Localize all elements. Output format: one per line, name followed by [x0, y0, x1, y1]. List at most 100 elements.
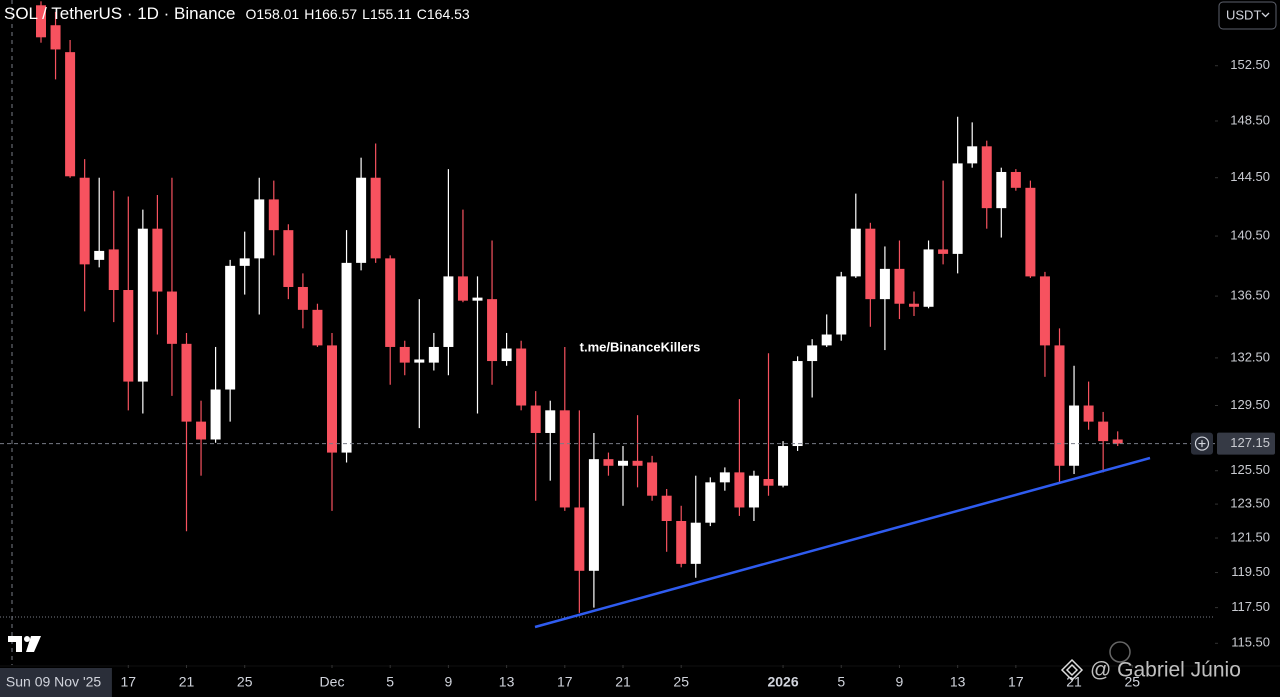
y-tick-label: 132.50: [1230, 349, 1270, 364]
candle-body: [297, 286, 308, 310]
currency-button[interactable]: USDT: [1218, 1, 1277, 30]
candle-body: [894, 268, 905, 304]
ohlc-label: C: [417, 6, 427, 22]
candle-body: [108, 249, 119, 291]
ohlc-label: O: [246, 6, 257, 22]
candle-body: [850, 228, 861, 277]
y-tick-label: 121.50: [1230, 529, 1270, 544]
candle-body: [923, 249, 934, 307]
candle-body: [996, 171, 1007, 209]
plus-icon: [1198, 440, 1206, 448]
candle-body: [763, 479, 774, 486]
y-tick-label: 123.50: [1230, 496, 1270, 511]
cursor-date-box: [0, 668, 112, 697]
x-tick-label: 17: [1008, 674, 1024, 690]
x-tick-label: 2026: [767, 674, 798, 690]
currency-box[interactable]: [1218, 1, 1277, 30]
candle-body: [865, 228, 876, 300]
y-tick-label: 136.50: [1230, 288, 1270, 303]
watermark: t.me/BinanceKillers: [580, 339, 701, 354]
candle-body: [836, 276, 847, 335]
y-tick-label: 117.50: [1231, 599, 1270, 614]
candle-body: [181, 343, 192, 422]
x-tick-label: 13: [950, 674, 966, 690]
plus-icon: [1194, 436, 1210, 451]
chart-title: SOL / TetherUS · 1D · Binance O158.01 H166…: [4, 4, 470, 23]
candle-body: [545, 410, 556, 433]
x-tick-label: 9: [896, 674, 904, 690]
candle-body: [938, 249, 949, 254]
x-tick-label: 9: [445, 674, 453, 690]
ohlc-value: 166.57: [314, 6, 357, 22]
candle-body: [283, 230, 294, 287]
candle-body: [516, 348, 527, 406]
candle-body: [414, 359, 425, 363]
trend-line: [534, 456, 1151, 629]
candle-body: [661, 495, 672, 522]
x-tick-label: 25: [1124, 674, 1140, 690]
y-tick-label: 125.50: [1230, 462, 1270, 477]
y-tick-label: 119.50: [1231, 564, 1270, 579]
x-tick-label: 13: [499, 674, 515, 690]
candle-body: [1069, 405, 1080, 466]
candle-body: [952, 163, 963, 254]
chevron: [1261, 12, 1270, 18]
candle-body: [254, 199, 265, 259]
candle-body: [748, 475, 759, 508]
title: SOL / TetherUS · 1D · Binance: [4, 4, 236, 23]
x-tick-label: 25: [673, 674, 689, 690]
last-price-box: [1217, 432, 1275, 455]
credit: @ Gabriel Júnio: [1090, 659, 1241, 682]
ohlc-label: H: [304, 6, 314, 22]
candle-body: [239, 258, 250, 266]
x-tick-label: 5: [837, 674, 845, 690]
candle-body: [65, 52, 76, 177]
candle-body: [472, 297, 483, 301]
ohlc-value: 158.01: [256, 6, 299, 22]
candle-body: [443, 276, 454, 347]
candle-body: [268, 199, 279, 231]
x-tick-label: 5: [386, 674, 394, 690]
ohlc-value: 155.11: [370, 6, 412, 22]
y-tick-label: 148.50: [1230, 112, 1270, 127]
candle-body: [603, 459, 614, 466]
candle-body: [778, 446, 789, 486]
candle-body: [428, 346, 439, 363]
candle-body: [618, 460, 628, 466]
candle-body: [312, 309, 323, 346]
candle-body: [1010, 171, 1021, 188]
last-price-label: 127.15: [1230, 435, 1270, 450]
candle-body: [879, 268, 890, 300]
candle-body: [36, 5, 46, 38]
candle-body: [719, 472, 730, 483]
candle-body: [152, 228, 163, 292]
candle-body: [792, 361, 803, 447]
candle-body: [457, 276, 468, 301]
candle-body: [341, 262, 352, 453]
currency-label[interactable]: USDT: [1226, 7, 1261, 22]
x-tick-label: 17: [557, 674, 573, 690]
candle-body: [647, 462, 658, 496]
tv-logo: [8, 636, 41, 652]
candle-body: [1039, 276, 1050, 346]
candle-body: [588, 459, 599, 571]
candle-body: [356, 177, 367, 263]
candle-body: [981, 146, 992, 209]
candle-body: [821, 334, 832, 346]
candle-body: [559, 410, 570, 508]
candle-body: [210, 389, 221, 440]
candle-body: [79, 177, 90, 265]
candle-body: [487, 299, 498, 362]
ohlc-value: 164.53: [427, 6, 470, 22]
y-tick-label: 129.50: [1230, 397, 1270, 412]
candle-body: [530, 405, 541, 433]
candle-body: [690, 522, 701, 564]
candle-body: [807, 345, 818, 362]
ohlc-label: L: [362, 6, 370, 22]
candle-body: [1098, 421, 1109, 442]
y-tick-label: 144.50: [1230, 169, 1270, 184]
candle-body: [385, 258, 396, 347]
